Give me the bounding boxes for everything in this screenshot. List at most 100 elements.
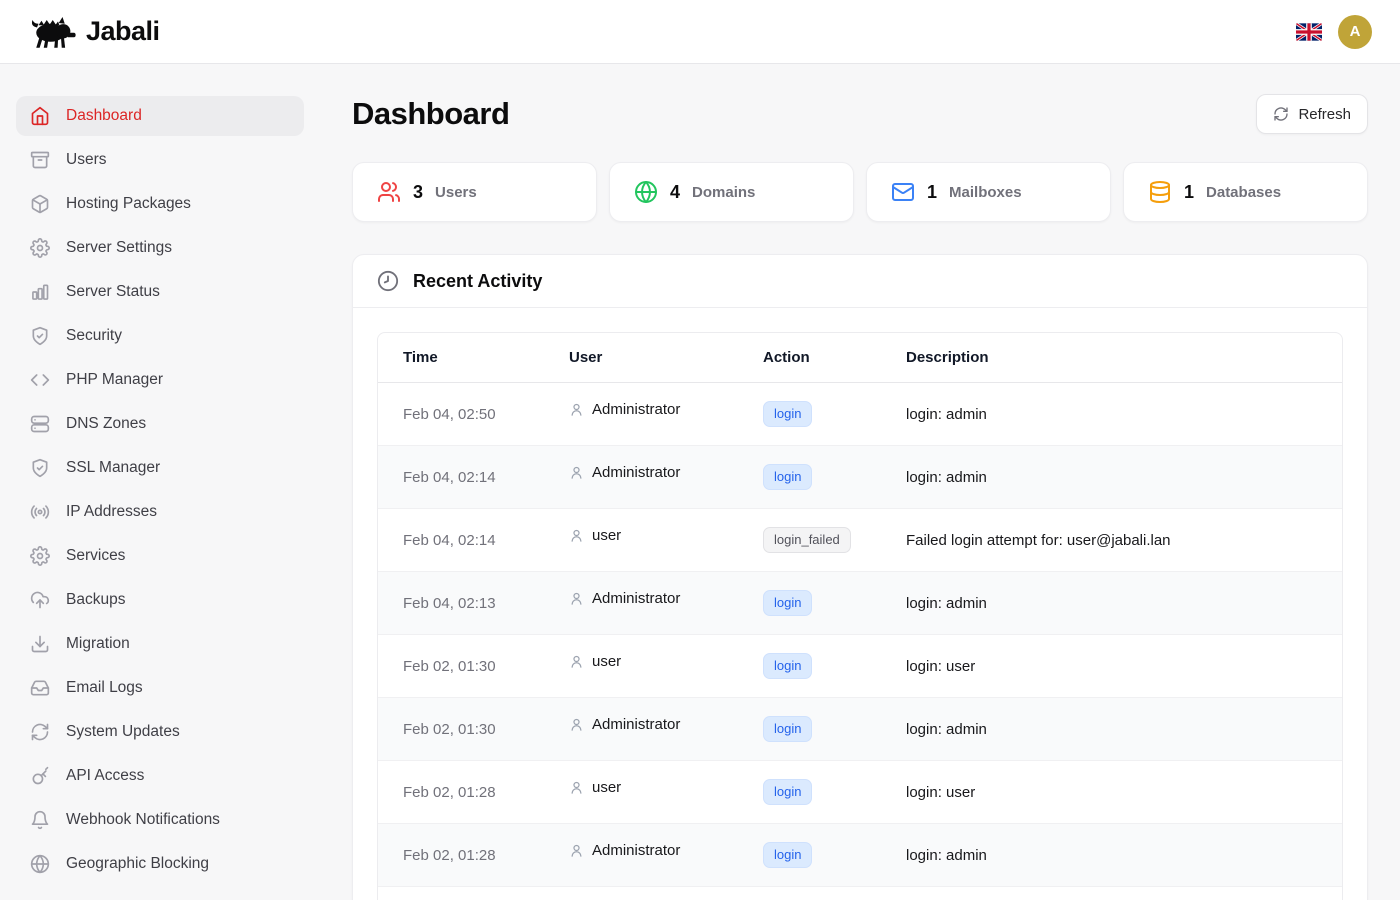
cell-time: Feb 04, 02:13 [403,594,496,612]
download-icon [30,634,50,654]
cell-action: login [747,698,890,761]
cell-action: login_failed [747,509,890,572]
cell-time: Feb 04, 02:14 [403,531,496,549]
gear-icon [30,546,50,566]
table-row: Feb 04, 02:13 Administrator login login: ad… [378,571,1342,635]
uk-flag-icon[interactable] [1296,22,1322,41]
shield-check-icon [30,326,50,346]
sidebar-item-migration[interactable]: Migration [16,624,304,664]
stat-value: 1 [927,181,938,202]
column-header-time: Time [403,349,438,366]
sidebar-item-api-access[interactable]: API Access [16,756,304,796]
sidebar-item-server-settings[interactable]: Server Settings [16,228,304,268]
cell-user: user [553,635,747,688]
sidebar-item-backups[interactable]: Backups [16,580,304,620]
database-icon [1148,180,1172,204]
globe-icon [30,854,50,874]
cell-user: Administrator [553,446,747,499]
action-badge: login [763,842,813,868]
cell-time: Feb 04, 02:50 [403,405,496,423]
sidebar-item-email-logs[interactable]: Email Logs [16,668,304,708]
cell-action: login [747,446,890,509]
sidebar-item-security[interactable]: Security [16,316,304,356]
sidebar-item-geographic-blocking[interactable]: Geographic Blocking [16,844,304,884]
sidebar-item-webhook-notifications[interactable]: Webhook Notifications [16,800,304,840]
table-row: Feb 02, 01:30 user login login: user [378,634,1342,698]
sidebar-item-ip-addresses[interactable]: IP Addresses [16,492,304,532]
user-name: Administrator [592,716,681,733]
sidebar-item-hosting-packages[interactable]: Hosting Packages [16,184,304,224]
sidebar-item-label: Security [66,327,122,344]
users-icon [377,180,401,204]
table-header-row: Time User Action Description [378,333,1342,383]
stat-card-domains[interactable]: 4 Domains [609,162,854,222]
sidebar-item-server-status[interactable]: Server Status [16,272,304,312]
cell-time: Feb 02, 01:28 [403,783,496,801]
sidebar: Dashboard Users Hosting Packages Server Set… [0,64,320,900]
stat-card-databases[interactable]: 1 Databases [1123,162,1368,222]
sidebar-item-dns-zones[interactable]: DNS Zones [16,404,304,444]
archive-icon [30,150,50,170]
sidebar-item-system-updates[interactable]: System Updates [16,712,304,752]
table-row: Feb 04, 02:14 Administrator login login: ad… [378,445,1342,509]
sidebar-item-ssl-manager[interactable]: SSL Manager [16,448,304,488]
action-badge: login_failed [763,527,851,553]
sidebar-item-php-manager[interactable]: PHP Manager [16,360,304,400]
sidebar-item-label: Geographic Blocking [66,855,210,872]
cell-description: login: admin [906,720,987,738]
cell-action: login [747,887,890,900]
cell-action: login [747,761,890,824]
sidebar-item-label: DNS Zones [66,415,147,432]
cell-user: Administrator [553,824,747,877]
user-name: user [592,779,622,796]
home-icon [30,106,50,126]
gear-icon [30,238,50,258]
stat-label: Users [435,183,477,201]
sidebar-item-label: IP Addresses [66,503,158,520]
bar-chart-icon [30,282,50,302]
stat-card-mailboxes[interactable]: 1 Mailboxes [866,162,1111,222]
cell-description: login: admin [906,405,987,423]
cell-time: Feb 02, 01:30 [403,720,496,738]
cell-description: login: user [906,783,976,801]
action-badge: login [763,590,813,616]
person-icon [569,591,584,606]
stat-label: Mailboxes [949,183,1022,201]
sidebar-item-users[interactable]: Users [16,140,304,180]
topbar: Jabali A [0,0,1400,64]
sidebar-item-label: Dashboard [66,107,142,124]
refresh-icon [30,722,50,742]
sidebar-item-services[interactable]: Services [16,536,304,576]
refresh-button[interactable]: Refresh [1256,94,1368,134]
avatar[interactable]: A [1338,14,1372,49]
package-icon [30,194,50,214]
action-badge: login [763,779,813,805]
action-badge: login [763,716,813,742]
person-icon [569,780,584,795]
activity-table-body: Feb 04, 02:50 Administrator login login: ad… [378,382,1342,900]
activity-table: Time User Action Description Feb 04, 02:… [377,332,1343,900]
brand[interactable]: Jabali [28,14,160,50]
page-title: Dashboard [352,96,510,131]
person-icon [569,402,584,417]
action-badge: login [763,653,813,679]
user-name: user [592,653,622,670]
sidebar-item-label: Hosting Packages [66,195,191,212]
sidebar-item-label: API Access [66,767,145,784]
sidebar-item-dashboard[interactable]: Dashboard [16,96,304,136]
refresh-label: Refresh [1298,105,1351,123]
main-content: Dashboard Refresh 3 Users 4 Domains 1 Mailbox… [320,64,1400,900]
user-name: Administrator [592,842,681,859]
table-row: Feb 02, 01:28 Administrator login login: ad… [378,823,1342,887]
mail-icon [891,180,915,204]
table-row: Feb 02, 01:30 Administrator login login: ad… [378,697,1342,761]
stat-card-users[interactable]: 3 Users [352,162,597,222]
stat-label: Databases [1206,183,1282,201]
stat-value: 1 [1184,181,1195,202]
radio-icon [30,502,50,522]
sidebar-item-label: Email Logs [66,679,143,696]
sidebar-item-label: SSL Manager [66,459,161,476]
cell-description: login: admin [906,846,987,864]
table-row: Feb 04, 02:50 Administrator login login: ad… [378,382,1342,446]
action-badge: login [763,401,813,427]
